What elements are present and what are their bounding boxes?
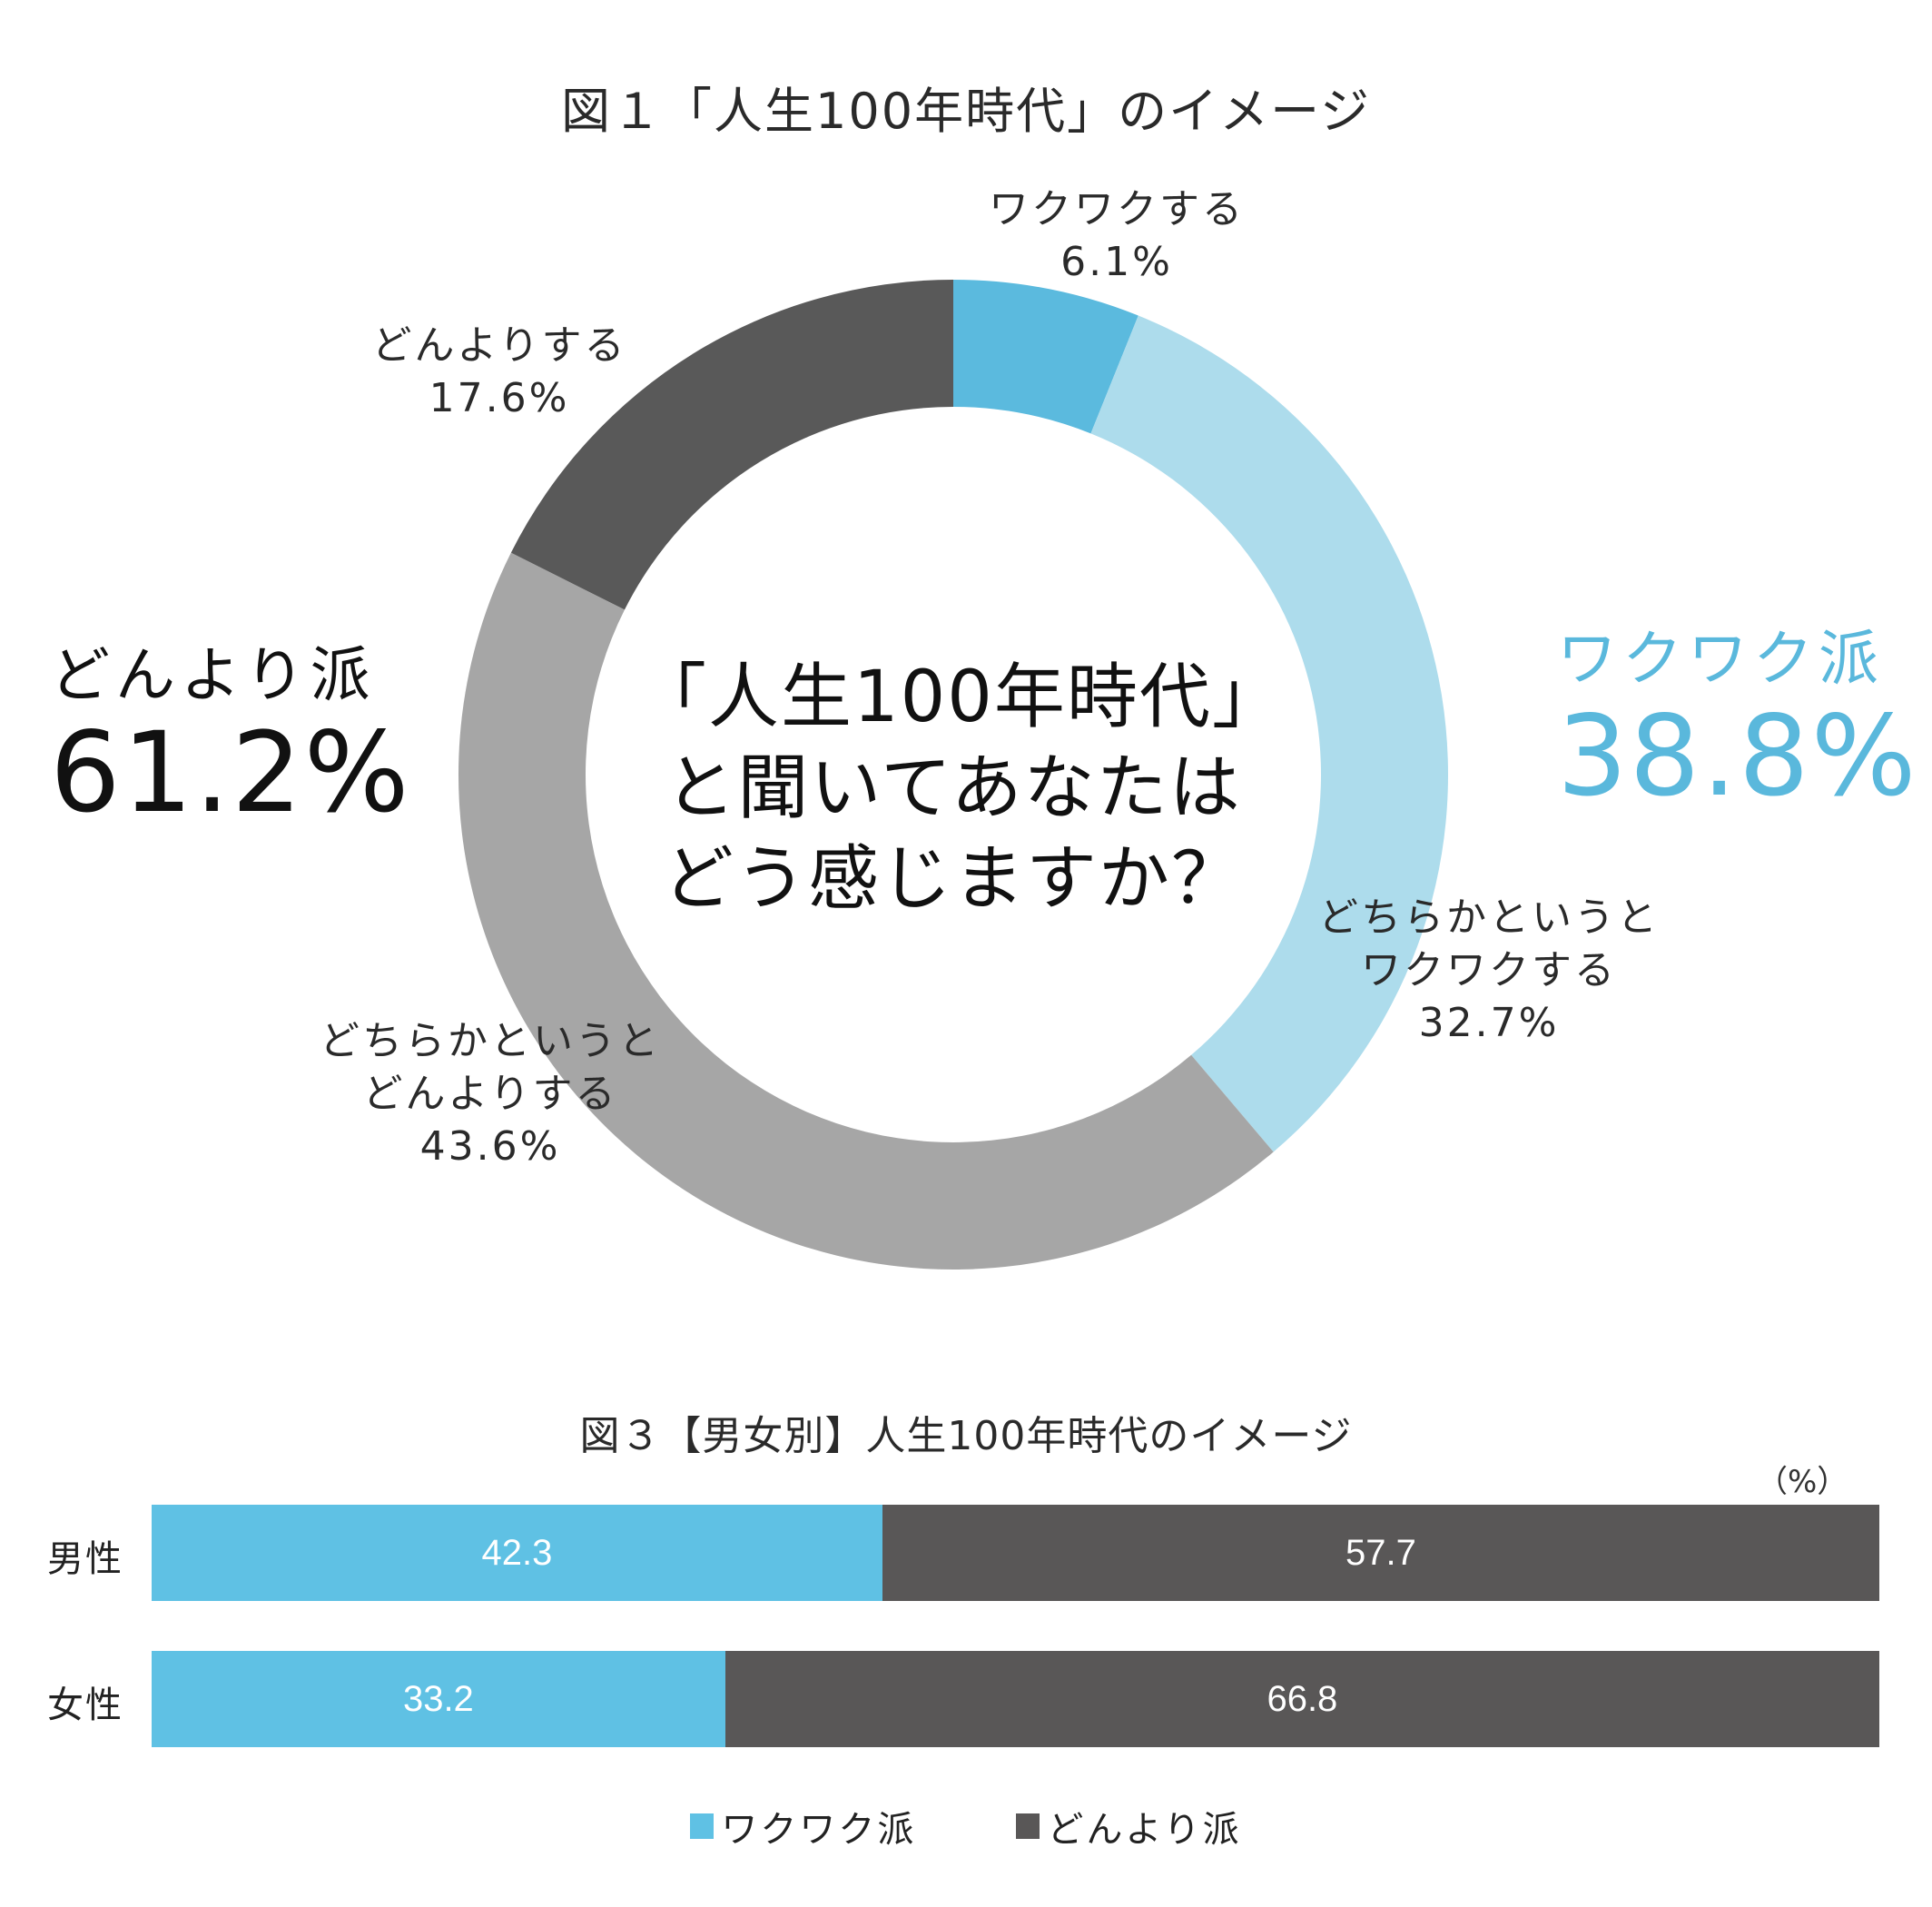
donut-slice	[458, 552, 1274, 1270]
slice-label-somewhat-wakuwaku: どちらかというと ワクワクする 32.7%	[1271, 892, 1707, 1050]
legend-item-donyori: どんより派	[1016, 1800, 1241, 1853]
legend-label: ワクワク派	[721, 1809, 917, 1851]
donut-slice	[510, 280, 953, 610]
center-question: 「人生100年時代」 と聞いてあなたは どう感じますか？	[636, 652, 1285, 924]
group-pct: 38.8%	[1557, 692, 1918, 821]
figure1-title: 図１「人生100年時代」のイメージ	[561, 83, 1371, 140]
slice-label-pct: 6.1%	[1060, 239, 1173, 285]
donut-slice	[1090, 315, 1448, 1152]
group-summary-donyori: どんより派 61.2%	[50, 627, 411, 832]
legend-swatch-icon	[690, 1813, 715, 1839]
bar-row-female: 33.2 66.8	[152, 1651, 1879, 1747]
center-question-line: と聞いてあなたは	[665, 747, 1242, 829]
slice-label-wakuwaku: ワクワクする 6.1%	[926, 183, 1307, 289]
group-summary-wakuwaku: ワクワク派 38.8%	[1557, 610, 1918, 815]
slice-label-pct: 43.6%	[419, 1123, 561, 1170]
donut-chart	[458, 280, 1448, 1270]
slice-label-text: どんよりする	[371, 322, 627, 369]
group-name: どんより派	[50, 640, 376, 710]
slice-label-somewhat-donyori: どちらかというと どんよりする 43.6%	[272, 1015, 708, 1173]
slice-label-text: どちらかというと	[1318, 894, 1660, 941]
legend: ワクワク派 どんより派	[0, 1800, 1932, 1853]
bar-value: 33.2	[402, 1678, 474, 1719]
bar-segment-donyori: 66.8	[724, 1651, 1879, 1747]
figure3-title: 図３【男女別】人生100年時代のイメージ	[579, 1413, 1353, 1459]
bar-value: 57.7	[1346, 1532, 1416, 1573]
bar-value: 42.3	[481, 1532, 553, 1573]
row-label-male: 男性	[47, 1538, 123, 1580]
slice-label-donyori: どんよりする 17.6%	[309, 320, 690, 425]
slice-label-text: ワクワクする	[989, 186, 1245, 232]
bar-row-male: 42.3 57.7	[152, 1505, 1879, 1601]
slice-label-text: どんよりする	[362, 1071, 618, 1117]
bar-segment-wakuwaku: 42.3	[152, 1505, 882, 1601]
slice-label-text: ワクワクする	[1361, 947, 1617, 993]
group-pct: 61.2%	[50, 708, 411, 837]
bar-value: 66.8	[1267, 1678, 1338, 1719]
center-question-line: どう感じますか？	[662, 838, 1244, 920]
legend-swatch-icon	[1016, 1813, 1040, 1839]
donut-slice	[953, 280, 1138, 434]
group-name: ワクワク派	[1557, 624, 1884, 694]
legend-item-wakuwaku: ワクワク派	[690, 1800, 916, 1853]
slice-label-pct: 17.6%	[429, 375, 570, 421]
slice-label-pct: 32.7%	[1418, 1000, 1560, 1046]
legend-label: どんより派	[1047, 1809, 1242, 1851]
row-label-female: 女性	[47, 1685, 123, 1726]
slice-label-text: どちらかというと	[320, 1018, 661, 1064]
bar-segment-wakuwaku: 33.2	[152, 1651, 725, 1747]
center-question-line: 「人生100年時代」	[636, 657, 1285, 738]
unit-label: （%）	[1757, 1464, 1848, 1500]
bar-segment-donyori: 57.7	[882, 1505, 1879, 1601]
